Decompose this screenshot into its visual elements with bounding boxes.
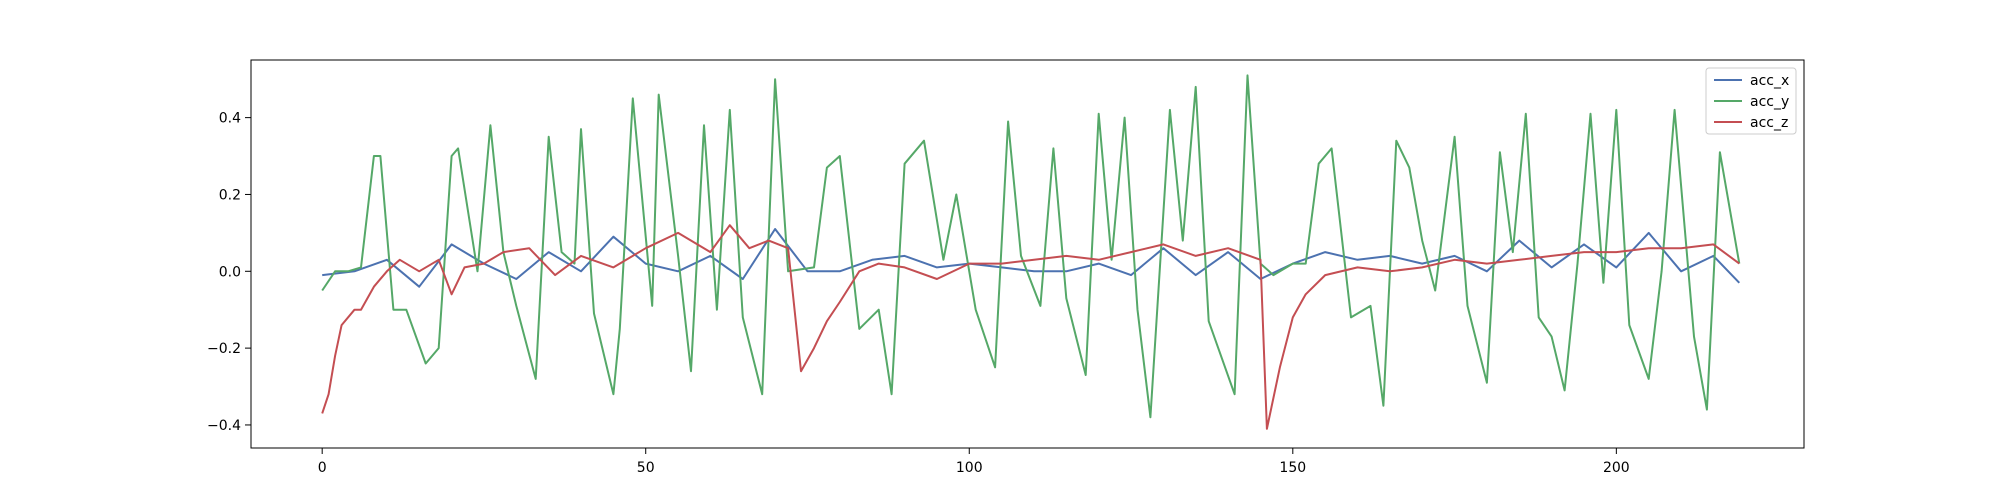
y-tick-label: −0.2: [207, 341, 241, 357]
series-line-acc_y: [321, 74, 1741, 419]
x-tick-label: 50: [637, 460, 655, 476]
x-axis: 0 50 100 150 200: [318, 448, 1630, 476]
plot-frame: [250, 59, 1805, 449]
y-tick-label: 0.2: [219, 187, 241, 203]
y-tick-label: 0.4: [219, 111, 241, 127]
x-tick-label: 100: [956, 460, 983, 476]
legend-label-acc_z: acc_z: [1750, 115, 1788, 131]
series-line-acc_z: [321, 224, 1740, 430]
y-tick-label: −0.4: [207, 418, 241, 434]
x-tick-label: 0: [318, 460, 327, 476]
y-axis: −0.4 −0.2 0.0 0.2 0.4: [207, 111, 251, 434]
y-tick-label: 0.0: [219, 264, 241, 280]
legend-label-acc_x: acc_x: [1750, 73, 1789, 89]
series-layer: [321, 74, 1741, 430]
legend: acc_x acc_y acc_z: [1705, 67, 1797, 135]
x-tick-label: 150: [1279, 460, 1306, 476]
series-line-acc_x: [322, 228, 1741, 288]
legend-box: [1705, 67, 1797, 135]
legend-label-acc_y: acc_y: [1750, 94, 1789, 110]
x-tick-label: 200: [1603, 460, 1630, 476]
